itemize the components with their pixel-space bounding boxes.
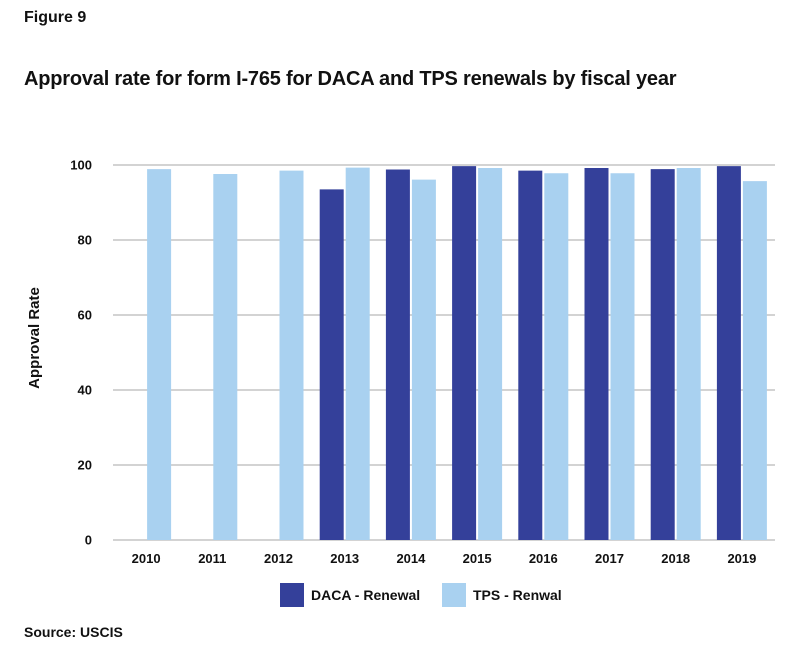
legend-swatch <box>280 583 304 607</box>
x-tick-label: 2014 <box>396 551 426 566</box>
y-tick-label: 0 <box>85 533 92 548</box>
bar-daca-renewal <box>385 169 410 540</box>
bar-tps-renewal <box>147 169 172 540</box>
bar-daca-renewal <box>584 168 609 540</box>
bar-tps-renewal <box>676 168 701 540</box>
y-axis-ticks: 0 20 40 60 80 100 <box>70 158 92 548</box>
bar-tps-renewal <box>213 174 238 540</box>
y-tick-label: 100 <box>70 158 92 173</box>
x-tick-label: 2016 <box>529 551 558 566</box>
y-tick-label: 60 <box>78 308 92 323</box>
y-tick-label: 20 <box>78 458 92 473</box>
source-note: Source: USCIS <box>24 624 123 640</box>
figure-label: Figure 9 <box>24 9 87 26</box>
x-tick-label: 2013 <box>330 551 359 566</box>
bar-tps-renewal <box>610 173 635 540</box>
legend: DACA - Renewal TPS - Renwal <box>280 583 562 607</box>
bar-tps-renewal <box>345 167 370 540</box>
legend-label: DACA - Renewal <box>311 587 420 603</box>
bar-daca-renewal <box>716 166 741 540</box>
gridlines <box>113 164 775 541</box>
x-axis-ticks: 2010 2011 2012 2013 2014 2015 2016 2017 2018 2019 <box>132 551 757 566</box>
bar-daca-renewal <box>650 169 675 540</box>
bar-daca-renewal <box>518 170 543 540</box>
x-tick-label: 2015 <box>463 551 492 566</box>
bar-tps-renewal <box>411 179 436 540</box>
x-tick-label: 2017 <box>595 551 624 566</box>
bar-daca-renewal <box>452 166 477 540</box>
x-tick-label: 2018 <box>661 551 690 566</box>
y-tick-label: 40 <box>78 383 92 398</box>
x-tick-label: 2012 <box>264 551 293 566</box>
legend-swatch <box>442 583 466 607</box>
bar-tps-renewal <box>742 181 767 540</box>
bar-tps-renewal <box>279 170 304 540</box>
bars <box>147 166 767 540</box>
x-tick-label: 2011 <box>198 551 226 566</box>
x-tick-label: 2010 <box>132 551 161 566</box>
bar-tps-renewal <box>478 168 503 540</box>
bar-tps-renewal <box>544 173 569 540</box>
y-tick-label: 80 <box>78 233 92 248</box>
legend-label: TPS - Renwal <box>473 587 562 603</box>
chart-title: Approval rate for form I-765 for DACA an… <box>24 68 677 90</box>
x-tick-label: 2019 <box>727 551 756 566</box>
bar-daca-renewal <box>319 189 344 540</box>
y-axis-label: Approval Rate <box>26 287 43 389</box>
